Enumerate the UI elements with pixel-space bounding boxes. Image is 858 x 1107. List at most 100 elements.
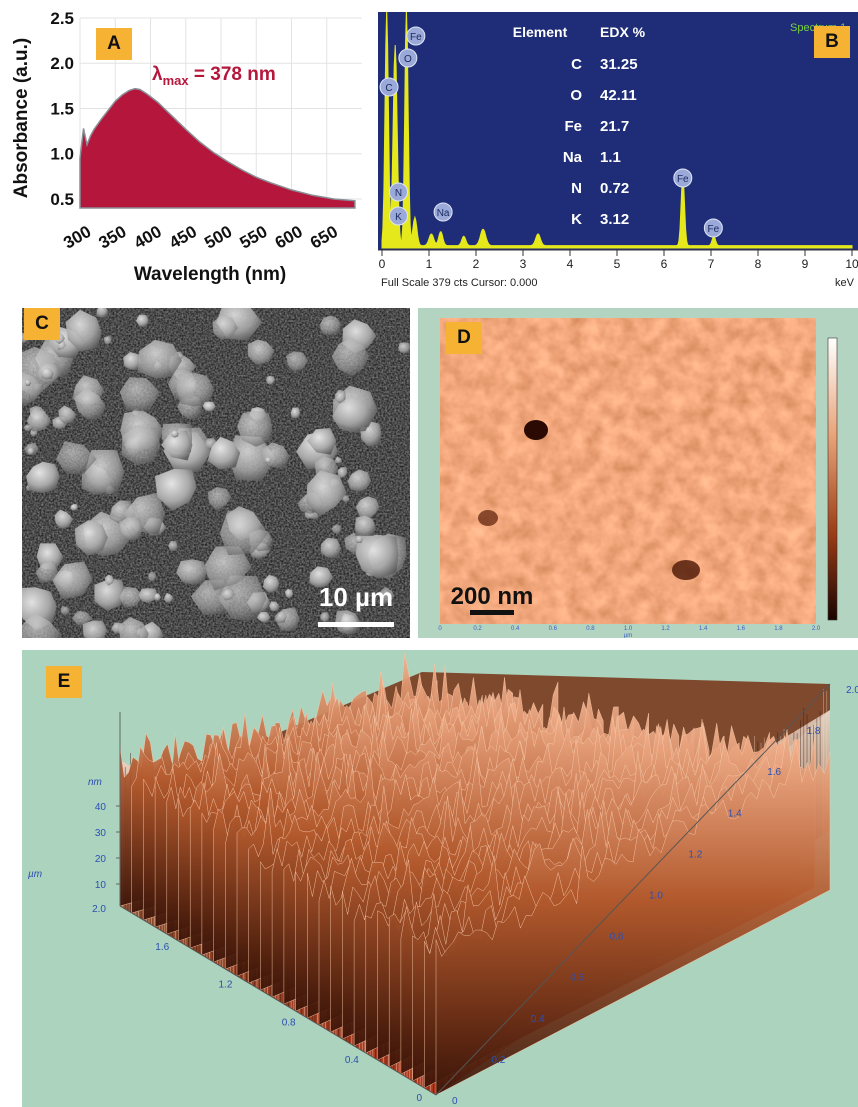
edx-x-tick: 0 <box>379 257 386 271</box>
sem-particle <box>334 456 343 464</box>
edx-x-tick: 1 <box>426 257 433 271</box>
edx-peak-label: Fe <box>673 168 693 188</box>
edx-table-value: 31.25 <box>600 56 638 73</box>
edx-table-value: 21.7 <box>600 118 629 135</box>
afm-2d-x-tick: 1.8 <box>774 626 783 632</box>
sem-particle <box>355 496 380 520</box>
svg-text:N: N <box>395 188 402 199</box>
sem-particle <box>154 593 161 601</box>
edx-x-tick: 3 <box>520 257 527 271</box>
afm-2d-panel: 0 0.2 0.4 0.6 0.8 1.0 1.2 1.4 1.6 1.8 2.0 µm 200 n… <box>418 308 858 638</box>
sem-particle <box>342 495 350 503</box>
sem-particle <box>74 387 106 420</box>
sem-particle <box>26 461 60 493</box>
sem-particle <box>319 315 342 336</box>
panel-label-e: E <box>46 666 82 698</box>
sem-particle <box>286 351 309 372</box>
sem-particle <box>269 601 280 612</box>
edx-table-element: C <box>571 56 582 73</box>
edx-x-tick: 6 <box>661 257 668 271</box>
absorbance-y-tick: 1.0 <box>50 145 74 164</box>
edx-peak-label: K <box>388 206 408 226</box>
edx-x-tick: 4 <box>567 257 574 271</box>
afm-dark-pit <box>524 420 548 440</box>
absorbance-y-tick: 2.5 <box>50 9 74 28</box>
edx-table-value: 3.12 <box>600 211 629 228</box>
sem-particle <box>337 467 348 479</box>
sem-particle <box>58 405 77 424</box>
absorbance-y-ticks: 0.5 1.0 1.5 2.0 2.5 <box>50 9 74 209</box>
afm-3d-bottom-tick: 0.8 <box>610 932 624 943</box>
sem-particle <box>347 469 372 492</box>
edx-x-ticks: 0 1 2 3 4 5 6 7 8 9 10 <box>379 250 858 271</box>
edx-table-value: 42.11 <box>600 87 637 104</box>
absorbance-x-tick: 450 <box>166 222 200 253</box>
svg-text:O: O <box>404 54 412 65</box>
sem-particle <box>148 571 157 582</box>
afm-3d-left-ticks: 2.0 1.6 1.2 0.8 0.4 0 <box>92 904 422 1104</box>
sem-particle <box>177 372 215 407</box>
afm-2d-x-tick: 0.2 <box>473 626 482 632</box>
sem-particle <box>237 410 273 447</box>
svg-text:Fe: Fe <box>410 32 422 43</box>
afm-3d-z-tick: 30 <box>95 828 107 839</box>
sem-particle <box>94 579 126 611</box>
sem-particle <box>54 509 74 529</box>
lambda-symbol: λ <box>152 64 163 85</box>
sem-particle <box>103 336 112 345</box>
sem-particle <box>119 586 144 608</box>
sem-particle <box>163 592 174 603</box>
edx-x-tick: 7 <box>708 257 715 271</box>
sem-particle <box>203 546 252 591</box>
edx-peak-label: Fe <box>406 26 426 46</box>
lambda-subscript: max <box>163 73 190 88</box>
sem-particle <box>331 524 342 535</box>
svg-text:C: C <box>385 83 392 94</box>
sem-particle <box>27 447 35 455</box>
sem-particle <box>320 537 341 559</box>
sem-scale-bar <box>318 622 394 627</box>
afm-3d-bottom-tick: 2.0 <box>846 685 858 696</box>
afm-3d-y-unit: µm <box>28 869 42 880</box>
sem-particle <box>121 425 161 466</box>
absorbance-y-tick: 1.5 <box>50 99 74 118</box>
sem-particle <box>212 314 238 341</box>
sem-particle <box>123 352 142 371</box>
afm-3d-bottom-tick: 0.2 <box>491 1055 505 1066</box>
sem-particle <box>82 620 108 638</box>
sem-particle <box>154 468 197 511</box>
sem-particle <box>355 535 363 543</box>
sem-particle <box>284 588 294 599</box>
absorbance-x-tick: 350 <box>95 222 129 253</box>
afm-3d-bottom-tick: 1.6 <box>767 767 781 778</box>
absorbance-panel: 0.5 1.0 1.5 2.0 2.5 300 350 400 450 500 550 600 650… <box>0 0 368 295</box>
afm-2d-x-tick: 1.6 <box>737 626 746 632</box>
sem-particle <box>104 574 115 586</box>
edx-table-value: 1.1 <box>600 149 621 166</box>
edx-table-element: O <box>570 87 582 104</box>
sem-particle <box>118 517 143 541</box>
afm-3d-left-tick: 0.4 <box>345 1055 359 1066</box>
edx-table-header-element: Element <box>513 24 568 40</box>
absorbance-x-label: Wavelength (nm) <box>134 264 286 285</box>
afm-3d-z-tick: 20 <box>95 854 107 865</box>
absorbance-x-tick: 400 <box>131 222 165 253</box>
edx-peak-label: N <box>388 182 408 202</box>
svg-text:K: K <box>395 212 402 223</box>
edx-table-element: Fe <box>564 118 582 135</box>
afm-2d-x-tick: 0.6 <box>549 626 558 632</box>
edx-x-tick: 5 <box>614 257 621 271</box>
afm-3d-surface <box>119 652 831 1096</box>
sem-particle <box>26 409 52 432</box>
sem-image-panel: 10 µm C <box>22 308 410 638</box>
afm-2d-x-tick: 0.4 <box>511 626 520 632</box>
absorbance-y-tick: 2.0 <box>50 54 74 73</box>
afm-3d-bottom-tick: 0.4 <box>531 1014 545 1025</box>
sem-particle <box>219 510 268 556</box>
sem-particle <box>266 375 276 386</box>
afm-2d-x-tick: 2.0 <box>812 626 821 632</box>
afm-3d-bottom-tick: 1.0 <box>649 891 663 902</box>
afm-2d-axis-unit: µm <box>624 633 632 638</box>
afm-3d-left-tick: 0 <box>416 1093 422 1104</box>
sem-particle <box>161 430 193 461</box>
